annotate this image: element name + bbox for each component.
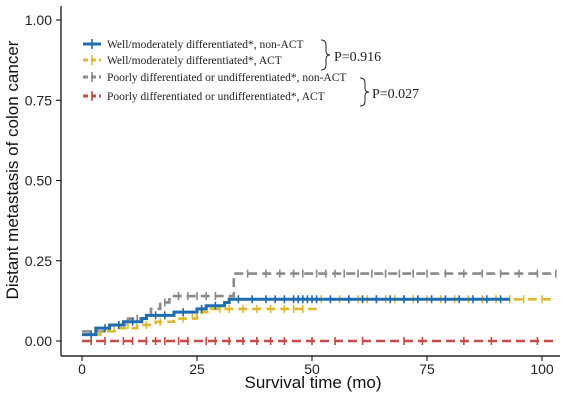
x-tick-label: 25 [189, 361, 205, 377]
y-tick-label: 0.75 [25, 92, 52, 108]
legend-item: Poorly differentiated or undifferentiate… [83, 72, 346, 84]
legend-item: Well/moderately differentiated*, non-ACT [83, 39, 304, 51]
legend-item: Well/moderately differentiated*, ACT [83, 55, 282, 67]
y-axis-label: Distant metastasis of colon cancer [3, 40, 22, 299]
series-line [82, 272, 556, 333]
series-line [82, 307, 317, 336]
x-tick-label: 0 [78, 361, 86, 377]
legend-label: Well/moderately differentiated*, non-ACT [107, 39, 304, 51]
brace [359, 77, 370, 107]
legend: Well/moderately differentiated*, non-ACT… [83, 39, 419, 107]
legend-label: Poorly differentiated or undifferentiate… [107, 72, 346, 84]
x-tick-label: 50 [304, 361, 320, 377]
series-layer [82, 269, 557, 345]
series-3 [82, 337, 556, 345]
x-tick-label: 75 [419, 361, 435, 377]
series-0 [82, 295, 510, 339]
brace [320, 39, 331, 71]
y-tick-label: 0.00 [25, 333, 52, 349]
axis-ticks: 0.00 0.25 0.50 0.75 1.00 0 25 50 75 100 [25, 12, 554, 377]
p-value: P=0.916 [334, 50, 381, 65]
y-tick-label: 0.25 [25, 253, 52, 269]
p-value: P=0.027 [372, 87, 419, 102]
y-tick-label: 0.50 [25, 173, 52, 189]
y-tick-label: 1.00 [25, 12, 52, 28]
x-axis-label: Survival time (mo) [245, 373, 382, 392]
series-line [82, 297, 510, 337]
legend-item: Poorly differentiated or undifferentiate… [83, 91, 325, 103]
x-tick-label: 100 [530, 361, 554, 377]
legend-label: Well/moderately differentiated*, ACT [107, 55, 282, 67]
legend-label: Poorly differentiated or undifferentiate… [107, 91, 325, 103]
